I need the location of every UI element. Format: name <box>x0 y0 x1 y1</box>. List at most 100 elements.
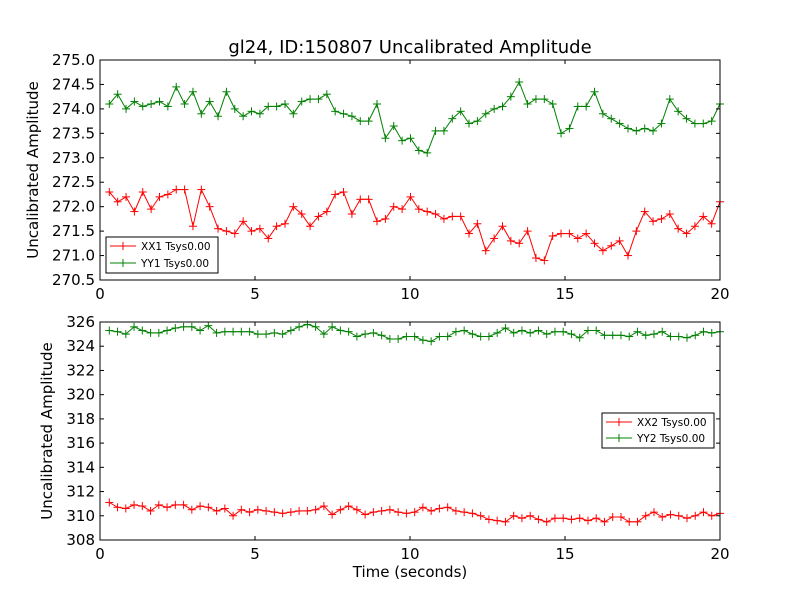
data-point-yy2 <box>666 332 675 341</box>
data-point-xx1 <box>272 222 281 231</box>
data-point-xx1 <box>113 197 122 206</box>
bottom-x-tick-label: 10 <box>400 545 419 563</box>
data-point-yy1 <box>205 97 214 106</box>
data-point-xx1 <box>431 210 440 218</box>
data-point-xx2 <box>253 505 262 514</box>
data-point-xx2 <box>328 510 337 519</box>
data-point-xx1 <box>280 219 289 228</box>
data-point-yy1 <box>665 95 674 104</box>
data-point-xx1 <box>314 212 323 221</box>
data-point-yy2 <box>567 330 576 339</box>
data-point-xx1 <box>699 212 708 221</box>
data-point-yy2 <box>385 334 394 343</box>
data-point-yy2 <box>311 322 320 331</box>
data-point-xx1 <box>531 254 540 262</box>
data-point-yy1 <box>280 100 289 108</box>
data-point-xx1 <box>690 222 699 231</box>
data-point-yy1 <box>339 109 348 118</box>
data-point-xx1 <box>548 232 557 240</box>
data-point-yy1 <box>122 104 131 113</box>
series-line-yy1 <box>108 80 721 154</box>
data-point-xx2 <box>344 502 353 511</box>
data-point-xx2 <box>682 514 691 523</box>
bottom-x-tick-label: 0 <box>95 545 105 563</box>
data-point-xx2 <box>212 506 221 515</box>
bottom-y-tick-label: 326 <box>66 313 95 331</box>
bottom-y-tick-label: 310 <box>66 507 95 525</box>
data-point-xx1 <box>147 205 156 214</box>
data-point-yy2 <box>245 327 254 336</box>
data-point-xx2 <box>468 509 477 518</box>
data-point-xx2 <box>410 508 419 517</box>
data-point-xx2 <box>361 510 370 519</box>
data-point-yy1 <box>481 109 490 118</box>
data-point-xx1 <box>364 195 373 204</box>
data-point-xx2 <box>542 517 551 526</box>
data-point-xx1 <box>481 246 490 255</box>
data-point-xx2 <box>105 498 114 507</box>
bottom-y-tick-label: 314 <box>66 458 95 476</box>
data-point-yy2 <box>146 328 155 337</box>
data-point-xx2 <box>187 505 196 514</box>
data-point-yy2 <box>550 327 559 336</box>
data-point-xx2 <box>303 506 312 515</box>
data-point-yy2 <box>377 331 386 340</box>
data-point-yy2 <box>121 330 130 339</box>
data-point-xx2 <box>418 503 427 512</box>
data-point-yy1 <box>239 112 248 121</box>
x-axis-label: Time (seconds) <box>352 563 468 581</box>
data-point-yy2 <box>682 333 691 342</box>
data-point-xx2 <box>451 506 460 515</box>
data-point-yy1 <box>314 95 323 104</box>
data-point-yy2 <box>493 328 502 337</box>
data-point-yy2 <box>253 330 262 339</box>
data-point-xx2 <box>493 516 502 525</box>
bottom-legend: XX2 Tsys0.00 YY2 Tsys0.00 <box>601 412 715 449</box>
data-point-xx2 <box>245 508 254 517</box>
data-point-yy1 <box>456 107 465 116</box>
data-point-xx2 <box>262 506 271 515</box>
data-point-yy1 <box>523 100 532 108</box>
data-point-xx1 <box>331 190 340 199</box>
data-point-xx1 <box>130 207 139 216</box>
data-point-xx2 <box>435 504 444 513</box>
data-point-xx1 <box>155 192 164 201</box>
data-point-xx2 <box>616 512 625 521</box>
data-point-xx2 <box>460 508 469 517</box>
data-point-yy2 <box>196 326 205 335</box>
top-y-tick-label: 271.5 <box>52 222 95 240</box>
data-point-yy2 <box>237 327 246 336</box>
data-point-xx2 <box>707 511 716 520</box>
data-point-xx2 <box>237 505 246 514</box>
top-x-tick-label: 0 <box>95 285 105 303</box>
data-point-yy1 <box>155 97 164 106</box>
data-point-yy1 <box>347 112 356 121</box>
data-point-xx2 <box>229 511 238 520</box>
data-point-xx1 <box>498 222 507 231</box>
data-point-xx2 <box>641 511 650 520</box>
data-point-yy1 <box>632 126 641 135</box>
data-point-xx1 <box>297 210 306 218</box>
top-legend: XX1 Tsys0.00 YY1 Tsys0.00 <box>105 236 219 274</box>
data-point-xx1 <box>322 207 331 216</box>
data-point-yy1 <box>699 119 708 128</box>
data-point-yy1 <box>423 148 432 157</box>
data-point-xx1 <box>105 188 114 196</box>
data-point-yy2 <box>130 322 139 331</box>
data-point-yy1 <box>130 97 139 106</box>
data-point-xx2 <box>196 502 205 511</box>
data-point-yy2 <box>699 327 708 336</box>
top-y-tick-label: 274.5 <box>52 75 95 93</box>
data-point-yy2 <box>707 328 716 337</box>
top-y-axis-label: Uncalibrated Amplitude <box>24 81 42 258</box>
data-point-xx2 <box>113 503 122 512</box>
data-point-yy1 <box>197 109 206 118</box>
data-point-xx1 <box>423 207 432 216</box>
top-y-tick-label: 273.5 <box>52 124 95 142</box>
data-point-xx1 <box>163 190 172 199</box>
data-point-yy1 <box>548 100 557 108</box>
data-point-yy2 <box>542 330 551 339</box>
data-point-xx1 <box>222 227 231 236</box>
data-point-yy2 <box>534 326 543 335</box>
